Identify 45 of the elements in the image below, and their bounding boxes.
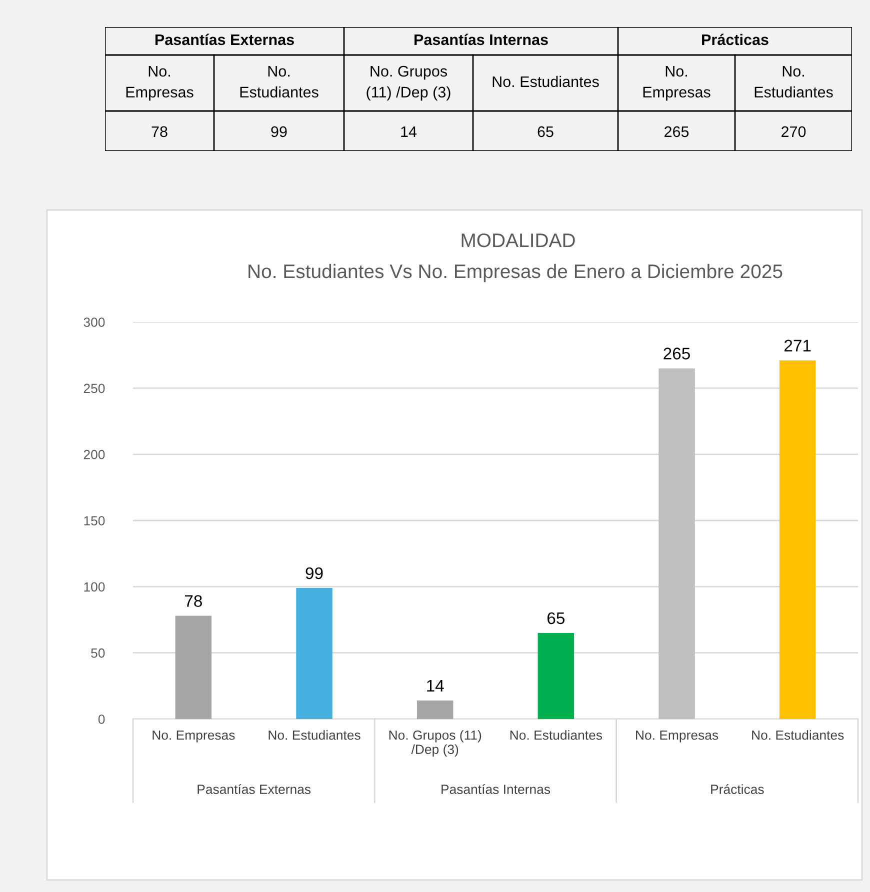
bar xyxy=(538,632,574,719)
data-label: 265 xyxy=(664,126,689,138)
x-tick-label: No. Estudiantes xyxy=(268,730,360,740)
y-tick-label: 0 xyxy=(98,714,105,724)
x-tick-label: No. Estudiantes xyxy=(510,730,602,740)
bar xyxy=(658,368,695,719)
x-tick-label: No. Grupos (11) /Dep (3) xyxy=(389,730,482,757)
category-label: No. Empresas xyxy=(643,66,710,101)
data-label: 270 xyxy=(782,126,806,138)
data-label: 271 xyxy=(784,340,811,352)
y-tick-label: 100 xyxy=(84,582,105,592)
y-tick-label: 300 xyxy=(84,318,105,327)
y-tick-label: 250 xyxy=(84,384,105,394)
data-label: 99 xyxy=(271,126,287,138)
category-label: No. Grupos (11) /Dep (3) xyxy=(366,66,450,101)
x-tick-label: No. Empresas xyxy=(152,730,235,742)
bar xyxy=(296,588,332,719)
bar xyxy=(175,616,212,719)
x-tick-label: No. Estudiantes xyxy=(752,730,844,740)
y-tick-label: 150 xyxy=(84,516,105,526)
data-label: 65 xyxy=(547,612,564,624)
data-label: 14 xyxy=(401,126,417,137)
y-tick-label: 200 xyxy=(84,450,105,460)
category-label: No. Empresas xyxy=(126,66,194,101)
category-label: No. Estudiantes xyxy=(754,66,833,98)
chart-title: MODALIDAD xyxy=(462,233,575,248)
data-label: 78 xyxy=(152,126,168,138)
data-label: 14 xyxy=(427,680,444,692)
text: Pasantías Externas xyxy=(198,784,311,794)
text: Prácticas xyxy=(711,784,764,794)
y-tick-label: 50 xyxy=(91,648,105,658)
bar xyxy=(779,360,816,719)
data-label: 65 xyxy=(538,126,554,138)
x-tick-label: No. Empresas xyxy=(636,730,718,742)
category-label: No. Estudiantes xyxy=(240,66,318,98)
text: Prácticas xyxy=(702,34,768,46)
text: Pasantías Internas xyxy=(414,34,548,46)
category-label: No. Estudiantes xyxy=(492,76,599,88)
text: Pasantías Internas xyxy=(442,784,550,794)
data-label: 99 xyxy=(306,567,323,580)
bar xyxy=(416,700,454,719)
data-label: 78 xyxy=(185,595,202,607)
text: Pasantías Externas xyxy=(155,34,294,46)
data-label: 265 xyxy=(664,348,690,360)
chart-subtitle: No. Estudiantes Vs No. Empresas de Enero a Diciembre 2025 xyxy=(248,264,782,282)
